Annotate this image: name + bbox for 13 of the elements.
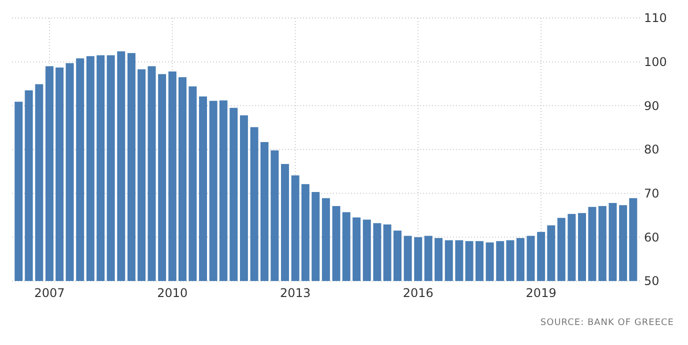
x-tick-label: 2010 — [157, 286, 188, 300]
y-tick-label: 110 — [644, 11, 667, 26]
y-tick-label: 60 — [644, 230, 660, 244]
x-tick-label: 2019 — [526, 286, 556, 300]
x-tick-label: 2007 — [34, 286, 65, 300]
y-tick-label: 70 — [644, 186, 660, 201]
source-note: SOURCE: BANK OF GREECE — [540, 318, 674, 328]
y-tick-label: 50 — [644, 274, 660, 288]
x-tick-label: 2013 — [280, 286, 311, 300]
x-tick-label: 2016 — [402, 286, 434, 300]
y-tick-label: 80 — [644, 142, 660, 157]
y-tick-label: 100 — [644, 55, 667, 70]
y-tick-label: 90 — [644, 98, 660, 113]
